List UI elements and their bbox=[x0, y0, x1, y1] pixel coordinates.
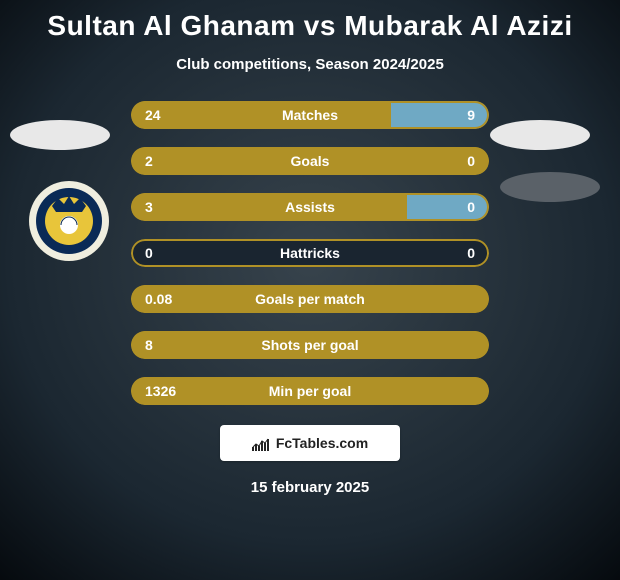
stats-area: 249Matches 20Goals 30Assists 00Hattricks 0.0… bbox=[0, 101, 620, 405]
stats-column: 249Matches 20Goals 30Assists 00Hattricks 0.0… bbox=[131, 101, 489, 405]
stat-label: Min per goal bbox=[131, 383, 489, 399]
stat-label: Goals bbox=[131, 153, 489, 169]
stat-row: 8Shots per goal bbox=[131, 331, 489, 359]
stat-label: Shots per goal bbox=[131, 337, 489, 353]
stat-row: 20Goals bbox=[131, 147, 489, 175]
stat-label: Goals per match bbox=[131, 291, 489, 307]
stat-label: Hattricks bbox=[131, 245, 489, 261]
stat-row: 30Assists bbox=[131, 193, 489, 221]
source-label: FcTables.com bbox=[276, 435, 368, 451]
comparison-title: Sultan Al Ghanam vs Mubarak Al Azizi bbox=[47, 10, 572, 42]
source-badge: FcTables.com bbox=[220, 425, 400, 461]
stat-row: 0.08Goals per match bbox=[131, 285, 489, 313]
chart-icon bbox=[252, 435, 270, 451]
stat-label: Assists bbox=[131, 199, 489, 215]
stat-row: 00Hattricks bbox=[131, 239, 489, 267]
comparison-subtitle: Club competitions, Season 2024/2025 bbox=[176, 56, 444, 73]
snapshot-date: 15 february 2025 bbox=[251, 479, 369, 496]
stat-row: 1326Min per goal bbox=[131, 377, 489, 405]
stat-row: 249Matches bbox=[131, 101, 489, 129]
stat-label: Matches bbox=[131, 107, 489, 123]
